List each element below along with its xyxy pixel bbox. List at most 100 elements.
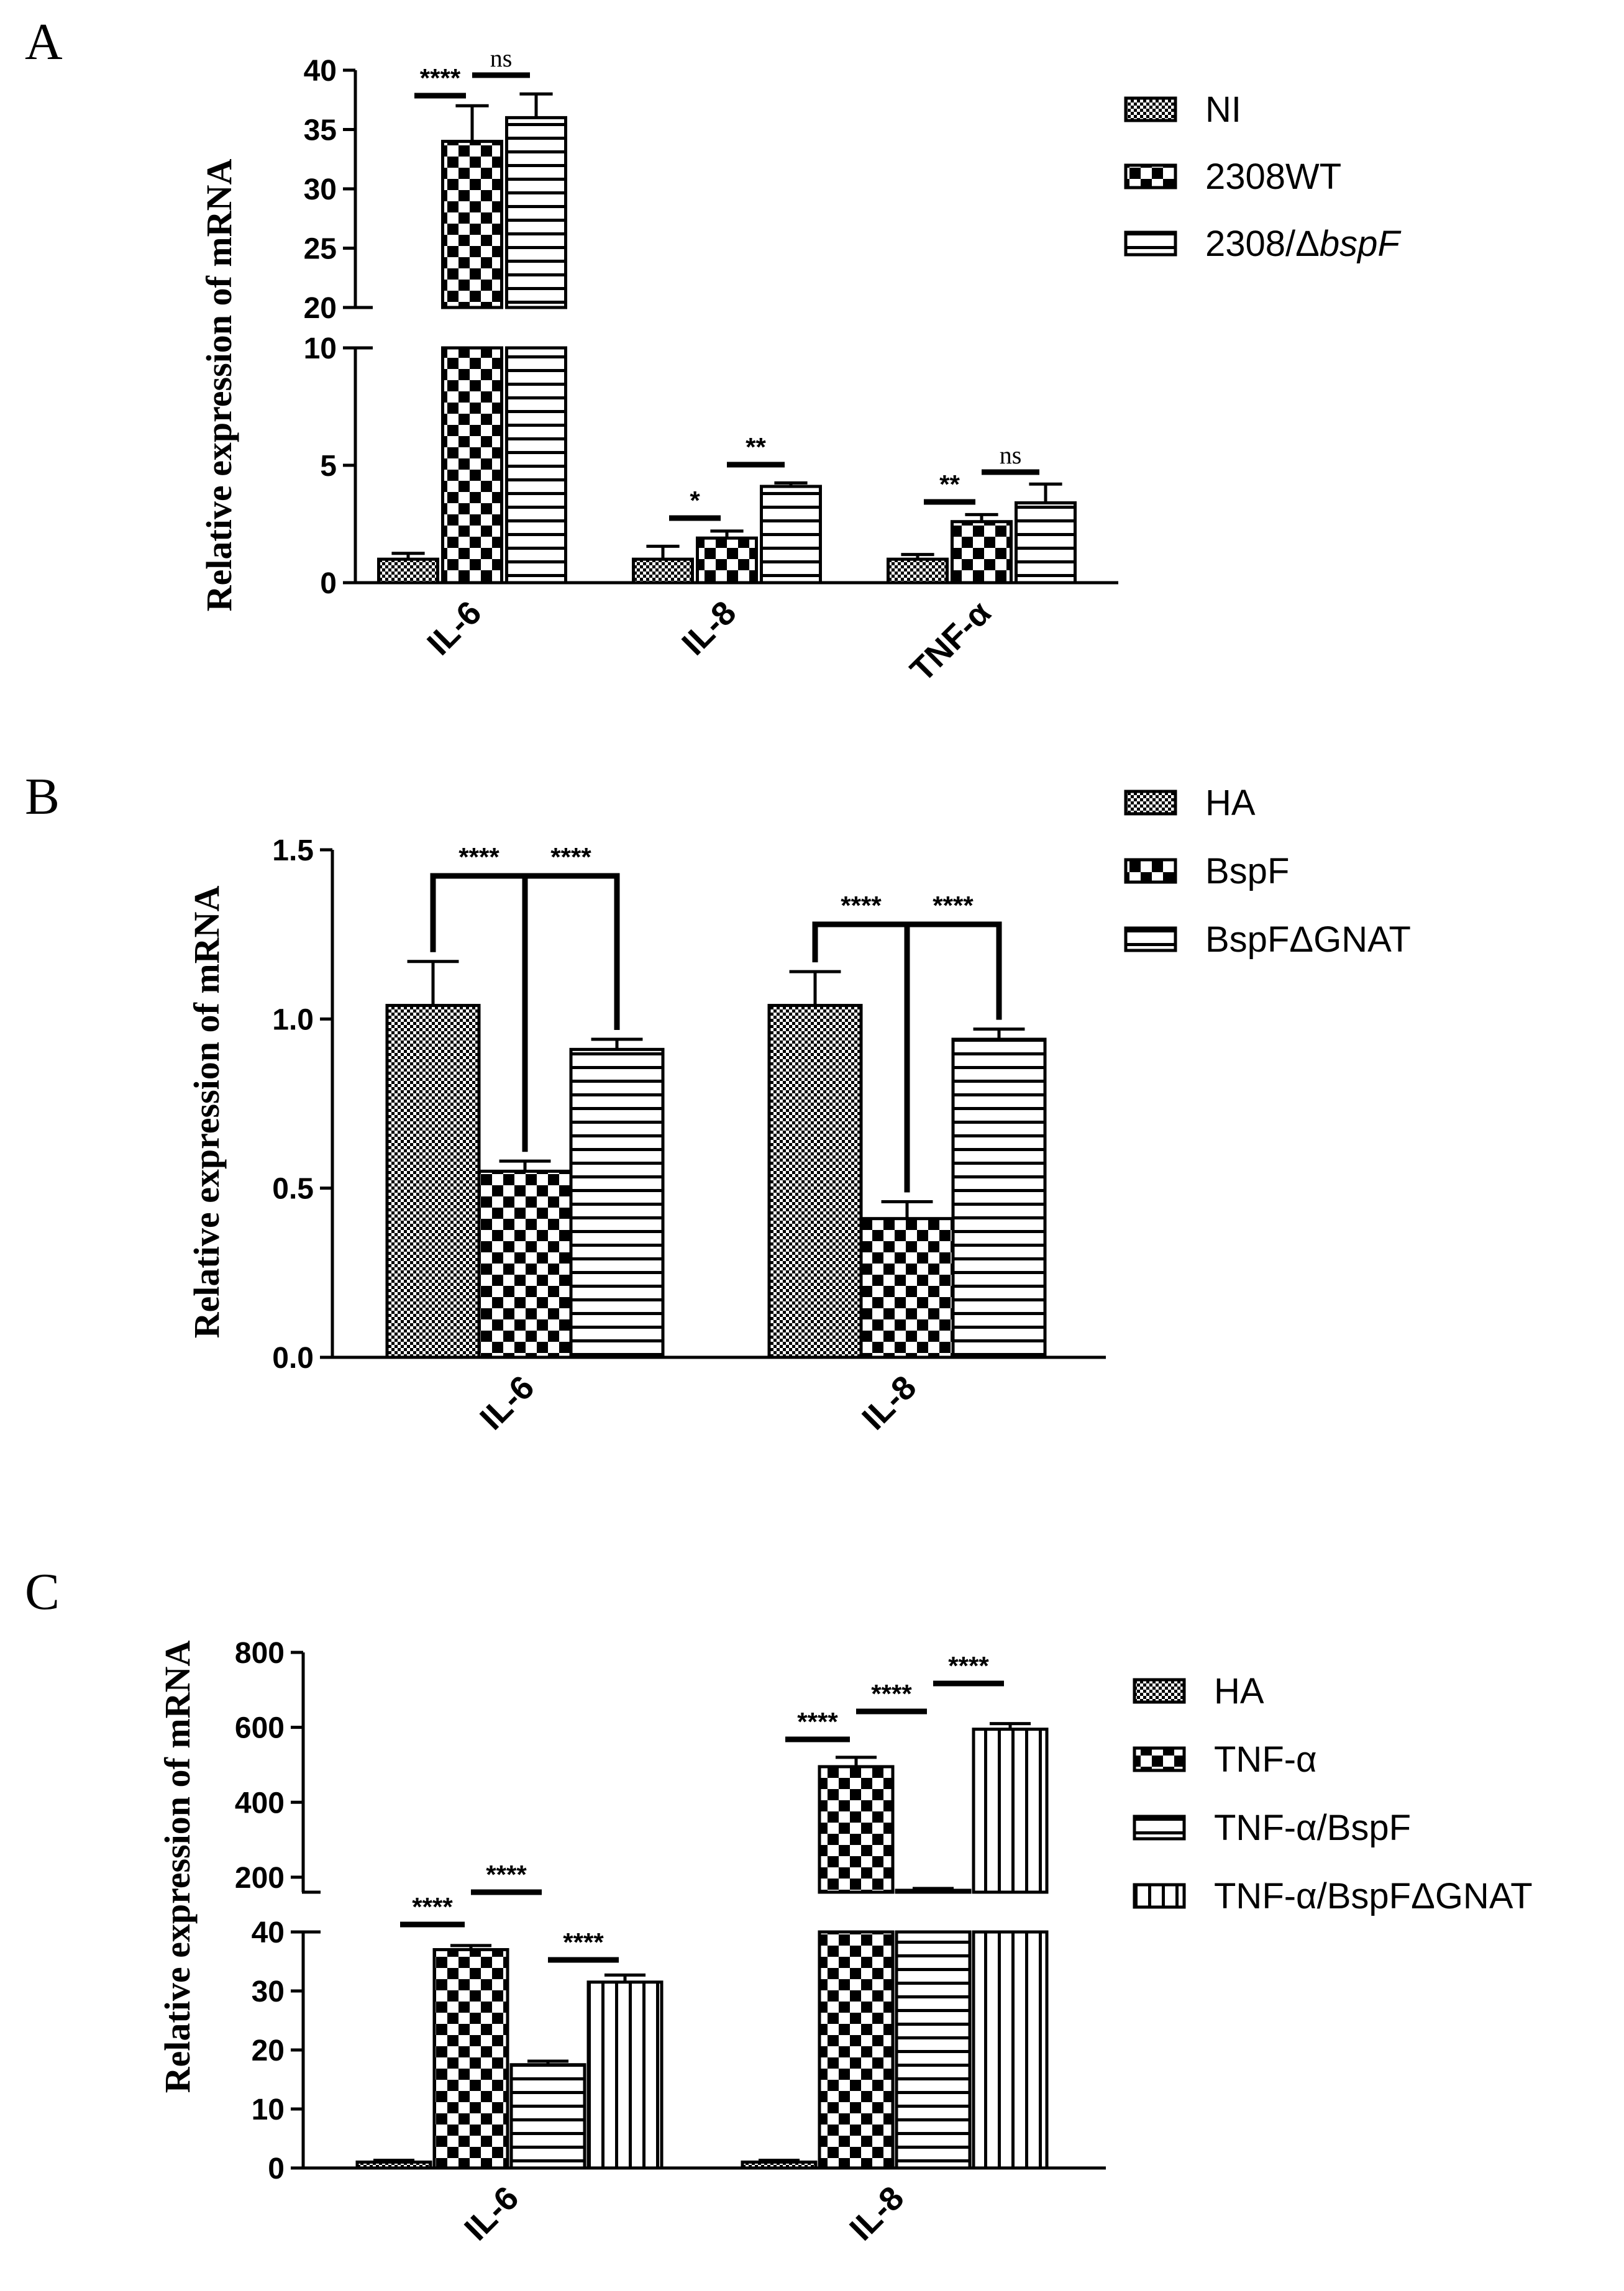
panel-c-bar-tnf-bspf-il-8-upper xyxy=(895,1888,972,1894)
panel-a-legend-label-2: 2308WT xyxy=(1205,157,1341,197)
panel-c-y-tick-label: 800 xyxy=(235,1637,285,1670)
panel-b-y-tick-label: 0.0 xyxy=(272,1342,314,1375)
panel-c-plot: 0 10 20 30 40 200 400 600 800 IL-6 IL-8 **** **** ***… xyxy=(235,1637,1106,2248)
panel-b-legend-swatch-1 xyxy=(1124,790,1177,816)
panel-a-legend-swatch-3 xyxy=(1124,230,1177,257)
panel-b-significance-label: **** xyxy=(933,891,974,920)
panel-c-label: C xyxy=(25,1563,60,1621)
panel-a-bar-ni-tnf xyxy=(887,557,949,585)
panel-a-y-tick-label: 5 xyxy=(320,450,337,483)
panel-b-bar-ha-il-6 xyxy=(385,1004,481,1359)
panel-a-y-tick-label: 20 xyxy=(304,292,337,325)
panel-a-legend-label-1: NI xyxy=(1205,89,1241,130)
panel-c-y-tick-label: 10 xyxy=(252,2093,285,2126)
panel-a-legend-swatch-1 xyxy=(1124,96,1177,122)
panel-b-y-tick-label: 0.5 xyxy=(272,1173,314,1206)
panel-c-bar-tnf-bspf-gnat-il-8 xyxy=(972,1930,1049,2170)
panel-b-legend: HA BspF BspFΔGNAT xyxy=(1124,783,1411,960)
panel-c-y-tick-label: 40 xyxy=(252,1916,285,1949)
panel-a-bar-2308-bspf-il-6 xyxy=(505,346,567,585)
panel-c-y-tick-label: 200 xyxy=(235,1862,285,1895)
panel-c: C Relative expression of mRNA 0 10 20 30 40 2… xyxy=(25,1563,1533,2248)
panel-b-bar-bspf-il-6 xyxy=(477,1169,573,1359)
panel-a-label: A xyxy=(25,13,63,71)
panel-a-significance-label: ns xyxy=(1000,441,1022,469)
panel-b-bar-bspf-gnat-il-6 xyxy=(569,1047,665,1359)
panel-c-y-tick-label: 30 xyxy=(252,1975,285,2008)
panel-a-y-tick-label: 0 xyxy=(320,567,337,600)
panel-c-bar-tnf-bspf-il-6 xyxy=(509,2063,586,2170)
panel-c-legend-swatch-2 xyxy=(1133,1746,1186,1772)
panel-a-x-tick-label-il-6: IL-6 xyxy=(420,594,488,662)
panel-b-significance-label: **** xyxy=(841,891,882,920)
panel-c-legend: HA TNF-α TNF-α/BspF TNF-α/BspFΔGNAT xyxy=(1133,1671,1533,1916)
panel-b-bar-ha-il-8 xyxy=(767,1004,863,1359)
panel-a-y-tick-label: 30 xyxy=(304,173,337,206)
panel-c-significance-label: **** xyxy=(563,1928,604,1957)
panel-c-legend-label-3: TNF-α/BspF xyxy=(1214,1808,1411,1848)
panel-b-label: B xyxy=(25,768,60,826)
panel-c-legend-label-2: TNF-α xyxy=(1214,1739,1317,1780)
panel-a-bar-ni-il-6 xyxy=(377,557,439,585)
panel-a-y-tick-label: 25 xyxy=(304,233,337,266)
panel-b-x-tick-label-il-8: IL-8 xyxy=(855,1369,923,1437)
panel-a-y-tick-label: 40 xyxy=(304,55,337,88)
panel-b-significance-label: **** xyxy=(550,842,591,872)
panel-a-significance-label: ** xyxy=(746,432,766,462)
panel-a-x-tick-label-tnf: TNF-α xyxy=(903,594,998,689)
panel-c-bar-tnf-il-6 xyxy=(432,1948,509,2170)
panel-c-bar-tnf-bspf-il-8 xyxy=(895,1930,972,2170)
panel-a-bar-2308wt-il-6-upper xyxy=(441,140,503,309)
panel-b-plot: 0.0 0.5 1.0 1.5 IL-6 IL-8 **** **** **** **** xyxy=(272,834,1106,1437)
panel-c-bar-ha-il-6 xyxy=(355,2161,432,2170)
legend-label-italic-part: bspF xyxy=(1320,224,1402,264)
panel-b-legend-swatch-3 xyxy=(1124,926,1177,952)
panel-a-bar-2308-bspf-il-6-upper xyxy=(505,116,567,309)
panel-b-y-tick-label: 1.5 xyxy=(272,834,314,867)
panel-a-bar-2308wt-tnf xyxy=(951,520,1013,585)
panel-b-significance-bracket xyxy=(522,873,620,1152)
legend-label-part: 2308/Δ xyxy=(1205,224,1320,264)
panel-a-legend: NI 2308WT 2308/ΔbspF xyxy=(1124,89,1402,264)
panel-b-legend-label-2: BspF xyxy=(1205,851,1289,891)
panel-b-x-tick-label-il-6: IL-6 xyxy=(473,1369,541,1437)
panel-a-bar-2308wt-il-6 xyxy=(441,346,503,585)
panel-c-y-tick-label: 20 xyxy=(252,2034,285,2067)
panel-a-bar-2308-bspf-il-8 xyxy=(760,485,822,585)
panel-a-x-tick-label-il-8: IL-8 xyxy=(675,594,743,662)
panel-a: A Relative expression of mRNA 0 5 10 20 25 30… xyxy=(25,13,1402,689)
panel-c-significance-label: **** xyxy=(871,1679,912,1708)
panel-c-x-tick-label-il-6: IL-6 xyxy=(457,2179,526,2248)
panel-a-legend-label-3: 2308/ΔbspF xyxy=(1205,224,1402,264)
panel-c-ylabel: Relative expression of mRNA xyxy=(157,1641,198,2093)
panel-b-legend-label-3: BspFΔGNAT xyxy=(1205,919,1411,960)
panel-c-bar-tnf-il-8-upper xyxy=(818,1765,895,1894)
panel-c-y-tick-label: 600 xyxy=(235,1712,285,1745)
panel-b-significance-bracket xyxy=(904,921,1002,1193)
panel-c-legend-label-1: HA xyxy=(1214,1671,1264,1711)
panel-c-y-tick-label: 0 xyxy=(268,2152,285,2185)
panel-b-bar-bspf-il-8 xyxy=(859,1217,955,1359)
panel-c-bar-tnf-bspf-gnat-il-6 xyxy=(586,1980,664,2170)
panel-b-significance-label: **** xyxy=(458,842,500,872)
panel-c-legend-swatch-1 xyxy=(1133,1678,1186,1704)
panel-b: B Relative expression of mRNA 0.0 0.5 1.0 1… xyxy=(25,768,1411,1437)
panel-b-ylabel: Relative expression of mRNA xyxy=(186,886,227,1339)
panel-b-y-tick-label: 1.0 xyxy=(272,1003,314,1036)
panel-c-significance-label: **** xyxy=(412,1892,453,1921)
panel-c-bar-ha-il-8 xyxy=(741,2161,818,2170)
panel-a-significance-label: **** xyxy=(420,63,461,93)
panel-c-legend-swatch-3 xyxy=(1133,1815,1186,1841)
panel-c-x-tick-label-il-8: IL-8 xyxy=(842,2179,911,2248)
panel-c-significance-label: **** xyxy=(797,1707,838,1736)
panel-a-y-tick-label: 35 xyxy=(304,114,337,147)
panel-c-bar-tnf-bspf-gnat-il-8-upper xyxy=(972,1728,1049,1894)
panel-c-bar-tnf-il-8 xyxy=(818,1930,895,2170)
panel-a-bar-ni-il-8 xyxy=(632,557,694,585)
panel-c-significance-label: **** xyxy=(486,1860,527,1889)
panel-a-legend-swatch-2 xyxy=(1124,163,1177,189)
panel-c-legend-swatch-4 xyxy=(1133,1883,1186,1909)
panel-c-y-tick-label: 400 xyxy=(235,1787,285,1820)
